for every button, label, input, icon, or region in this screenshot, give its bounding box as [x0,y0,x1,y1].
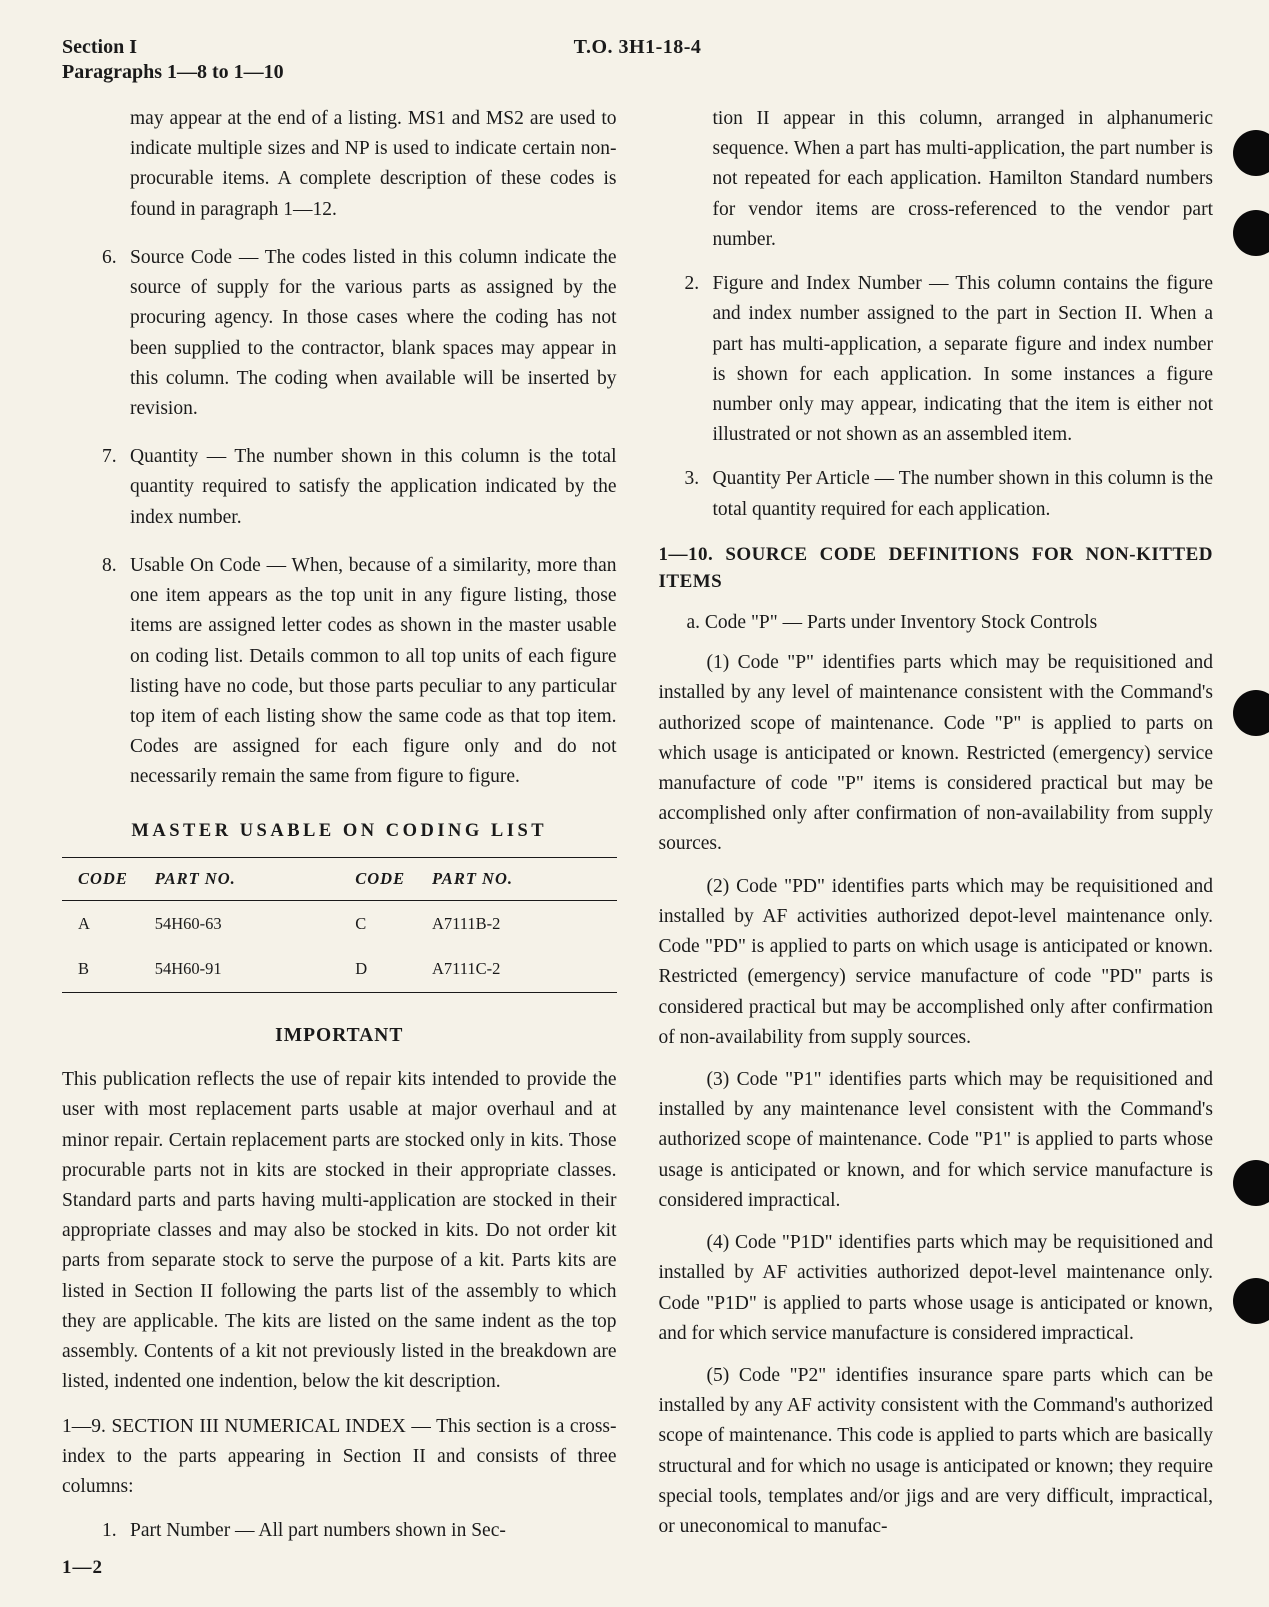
page-number: 1—2 [62,1557,103,1579]
tech-order-number: T.O. 3H1-18-4 [574,36,702,59]
item-number: 1. [102,1516,117,1546]
list-item: 7. Quantity — The number shown in this c… [62,442,617,533]
table-title: MASTER USABLE ON CODING LIST [62,817,617,846]
punch-hole-icon [1233,130,1269,176]
continued-paragraph: tion II appear in this column, arranged … [659,104,1214,255]
item-number: 2. [685,269,700,299]
item-text: Quantity Per Article — The number shown … [713,468,1214,519]
item-number: 3. [685,464,700,494]
punch-hole-icon [1233,1160,1269,1206]
item-number: 8. [102,551,117,581]
left-column: may appear at the end of a listing. MS1 … [62,104,617,1546]
col-header: PART NO. [151,858,340,901]
item-number: 6. [102,243,117,273]
heading-text: 1—10. SOURCE CODE DEFINITIONS FOR NON-KI… [659,544,1214,593]
col-header: PART NO. [428,858,617,901]
document-page: Section I T.O. 3H1-18-4 Paragraphs 1—8 t… [0,0,1269,1607]
heading-1-10: 1—10. SOURCE CODE DEFINITIONS FOR NON-KI… [659,541,1214,596]
definition-list-right: 2. Figure and Index Number — This column… [659,269,1214,525]
item-text: Figure and Index Number — This column co… [713,273,1214,445]
col-header: CODE [62,858,151,901]
item-text: Usable On Code — When, because of a simi… [130,555,617,788]
cell: A7111B-2 [428,900,617,946]
item-number: 7. [102,442,117,472]
item-text: Quantity — The number shown in this colu… [130,446,617,527]
col-header: CODE [339,858,428,901]
important-heading: IMPORTANT [62,1021,617,1051]
coding-table: CODE PART NO. CODE PART NO. A 54H60-63 C… [62,857,617,993]
page-header: Section I T.O. 3H1-18-4 [62,36,1213,59]
list-item: 8. Usable On Code — When, because of a s… [62,551,617,793]
paragraph-range: Paragraphs 1—8 to 1—10 [62,61,1213,84]
punch-hole-icon [1233,210,1269,256]
code-p-item: (5) Code "P2" identifies insurance spare… [659,1361,1214,1542]
cell: 54H60-63 [151,900,340,946]
cell: B [62,946,151,992]
para-1-9: 1—9. SECTION III NUMERICAL INDEX — This … [62,1412,617,1503]
list-item: 2. Figure and Index Number — This column… [659,269,1214,450]
cell: 54H60-91 [151,946,340,992]
list-item: 3. Quantity Per Article — The number sho… [659,464,1214,524]
list-item: 6. Source Code — The codes listed in thi… [62,243,617,424]
code-p-item: (3) Code "P1" identifies parts which may… [659,1065,1214,1216]
item-text: Part Number — All part numbers shown in … [130,1520,506,1541]
table-row: B 54H60-91 D A7111C-2 [62,946,617,992]
two-column-body: may appear at the end of a listing. MS1 … [62,104,1213,1546]
important-paragraph: This publication reflects the use of rep… [62,1065,617,1397]
index-columns-list: 1. Part Number — All part numbers shown … [62,1516,617,1546]
continued-paragraph: may appear at the end of a listing. MS1 … [62,104,617,225]
list-item: 1. Part Number — All part numbers shown … [62,1516,617,1546]
section-label: Section I [62,36,137,59]
punch-hole-icon [1233,690,1269,736]
sub-a: a. Code "P" — Parts under Inventory Stoc… [659,608,1214,638]
table-row: A 54H60-63 C A7111B-2 [62,900,617,946]
cell: A7111C-2 [428,946,617,992]
cell: D [339,946,428,992]
cell: A [62,900,151,946]
table-header-row: CODE PART NO. CODE PART NO. [62,858,617,901]
code-p-item: (1) Code "P" identifies parts which may … [659,648,1214,860]
code-p-item: (2) Code "PD" identifies parts which may… [659,872,1214,1053]
definition-list-left: 6. Source Code — The codes listed in thi… [62,243,617,793]
right-column: tion II appear in this column, arranged … [659,104,1214,1546]
punch-hole-icon [1233,1278,1269,1324]
cell: C [339,900,428,946]
item-text: Source Code — The codes listed in this c… [130,247,617,419]
code-p-item: (4) Code "P1D" identifies parts which ma… [659,1228,1214,1349]
